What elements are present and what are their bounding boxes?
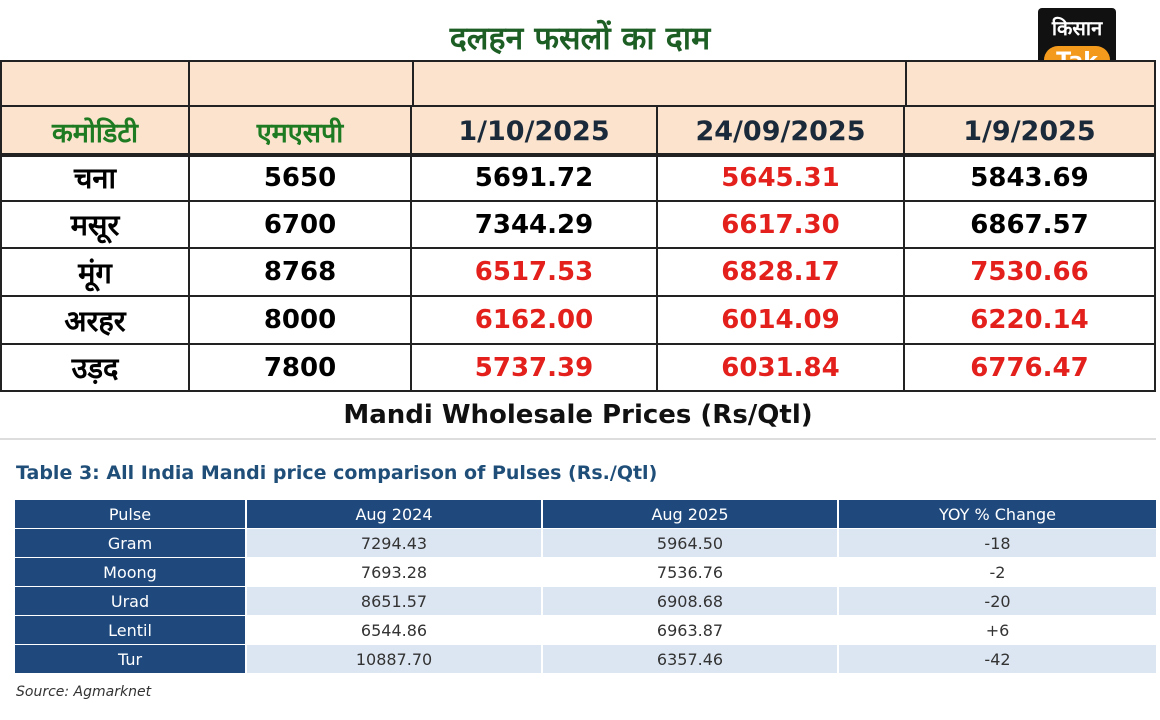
column-header: Aug 2024 xyxy=(247,500,541,528)
price-cell: 6220.14 xyxy=(903,295,1156,345)
column-header: Aug 2025 xyxy=(543,500,837,528)
value-cell: 6963.87 xyxy=(543,616,837,644)
header-blank xyxy=(905,60,1156,107)
column-header: एमएसपी xyxy=(188,105,412,157)
caption: Mandi Wholesale Prices (Rs/Qtl) xyxy=(0,392,1156,440)
value-cell: 7536.76 xyxy=(543,558,837,586)
commodity-cell: उड़द xyxy=(0,343,190,392)
value-cell: -18 xyxy=(839,529,1156,557)
column-header: YOY % Change xyxy=(839,500,1156,528)
price-cell: 8000 xyxy=(188,295,412,345)
value-cell: 6908.68 xyxy=(543,587,837,615)
value-cell: 7294.43 xyxy=(247,529,541,557)
column-header: 24/09/2025 xyxy=(656,105,905,157)
value-cell: 8651.57 xyxy=(247,587,541,615)
column-header: Pulse xyxy=(15,500,245,528)
header-band xyxy=(0,60,1156,155)
commodity-cell: मसूर xyxy=(0,200,190,249)
header-blank xyxy=(188,60,414,107)
value-cell: -2 xyxy=(839,558,1156,586)
price-cell: 8768 xyxy=(188,247,412,297)
pulse-cell: Lentil xyxy=(15,616,245,644)
value-cell: +6 xyxy=(839,616,1156,644)
column-header: कमोडिटी xyxy=(0,105,190,157)
value-cell: 10887.70 xyxy=(247,645,541,673)
value-cell: 6544.86 xyxy=(247,616,541,644)
value-cell: 5964.50 xyxy=(543,529,837,557)
price-cell: 6700 xyxy=(188,200,412,249)
pulse-cell: Urad xyxy=(15,587,245,615)
price-cell: 5650 xyxy=(188,153,412,202)
header-blank xyxy=(412,60,907,107)
price-cell: 7530.66 xyxy=(903,247,1156,297)
price-cell: 6828.17 xyxy=(656,247,905,297)
column-header: 1/10/2025 xyxy=(410,105,658,157)
value-cell: -20 xyxy=(839,587,1156,615)
price-cell: 5691.72 xyxy=(410,153,658,202)
price-cell: 6517.53 xyxy=(410,247,658,297)
price-cell: 6031.84 xyxy=(656,343,905,392)
price-cell: 6776.47 xyxy=(903,343,1156,392)
price-cell: 6014.09 xyxy=(656,295,905,345)
logo-top: किसान xyxy=(1051,15,1103,40)
value-cell: 7693.28 xyxy=(247,558,541,586)
commodity-cell: चना xyxy=(0,153,190,202)
price-cell: 7800 xyxy=(188,343,412,392)
price-cell: 6867.57 xyxy=(903,200,1156,249)
price-cell: 5645.31 xyxy=(656,153,905,202)
pulse-cell: Moong xyxy=(15,558,245,586)
price-cell: 6617.30 xyxy=(656,200,905,249)
price-cell: 5843.69 xyxy=(903,153,1156,202)
commodity-cell: मूंग xyxy=(0,247,190,297)
header-blank xyxy=(0,60,190,107)
pulse-cell: Tur xyxy=(15,645,245,673)
value-cell: 6357.46 xyxy=(543,645,837,673)
value-cell: -42 xyxy=(839,645,1156,673)
price-cell: 5737.39 xyxy=(410,343,658,392)
source: Source: Agmarknet xyxy=(16,684,152,700)
pulse-cell: Gram xyxy=(15,529,245,557)
price-cell: 6162.00 xyxy=(410,295,658,345)
commodity-cell: अरहर xyxy=(0,295,190,345)
table-title: Table 3: All India Mandi price compariso… xyxy=(16,462,658,484)
column-header: 1/9/2025 xyxy=(903,105,1156,157)
title: दलहन फसलों का दाम xyxy=(449,18,711,57)
price-cell: 7344.29 xyxy=(410,200,658,249)
